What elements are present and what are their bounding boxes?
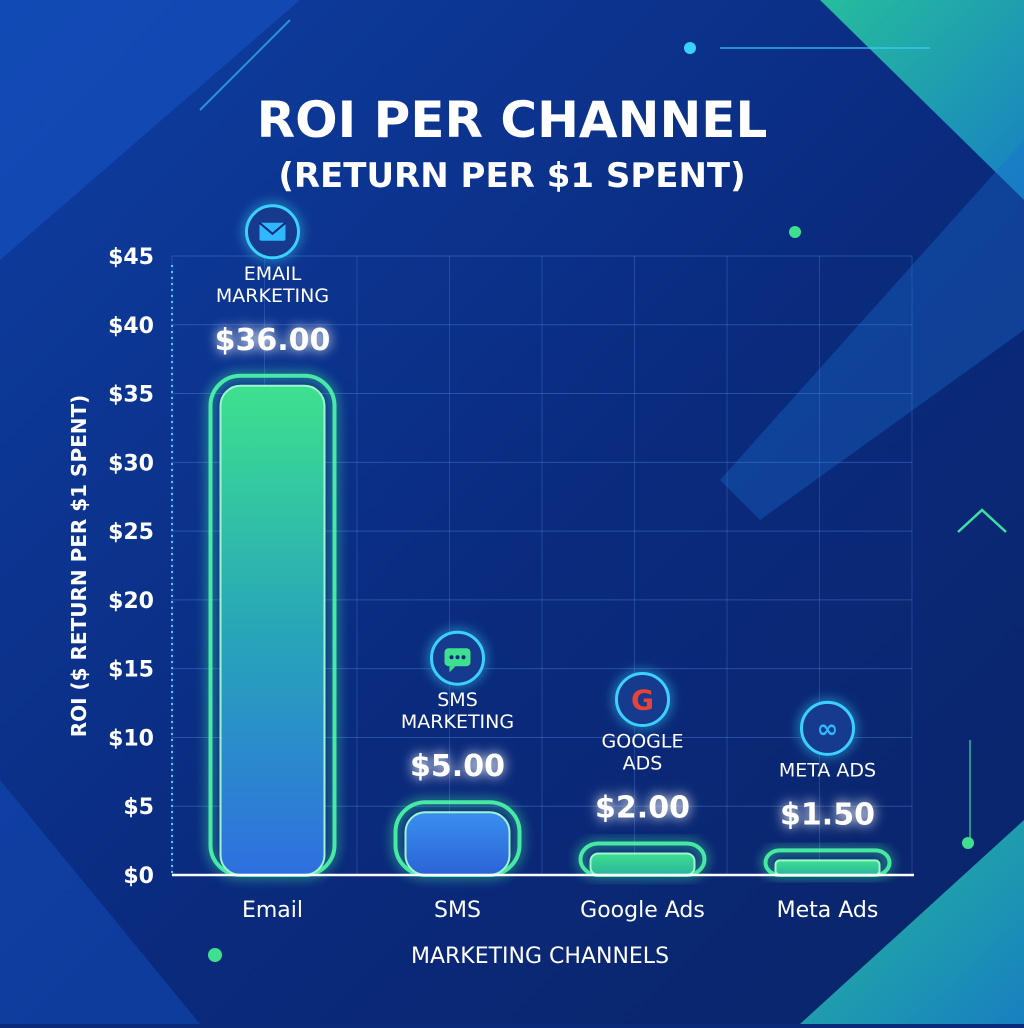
x-axis-ticks: Email SMS Google Ads Meta Ads (242, 898, 878, 923)
bars (208, 373, 892, 878)
x-tick-label: Google Ads (580, 898, 705, 923)
y-tick-label: $20 (108, 589, 154, 614)
bar (404, 811, 511, 877)
x-tick-label: Email (242, 898, 303, 923)
decor-shape-right (720, 140, 1024, 520)
y-tick-label: $45 (108, 245, 154, 270)
decor-dot (789, 226, 801, 238)
decor-line (199, 19, 291, 111)
bar (589, 852, 696, 877)
y-tick-label: $35 (108, 383, 154, 408)
x-tick-label: SMS (434, 898, 481, 923)
y-tick-label: $5 (123, 795, 154, 820)
decor-dot (684, 42, 696, 54)
svg-text:G: G (631, 683, 654, 716)
bar-category-label: MARKETING (216, 285, 329, 307)
bar-value-label: $5.00 (410, 749, 505, 784)
chart-subtitle: (RETURN PER $1 SPENT) (278, 156, 745, 196)
y-tick-label: $25 (108, 520, 154, 545)
google-logo-icon: G (615, 671, 670, 727)
y-tick-label: $15 (108, 658, 154, 683)
x-axis-label: MARKETING CHANNELS (411, 944, 669, 969)
bar-category-label: ADS (623, 752, 663, 774)
bar (219, 384, 326, 876)
bar-annotations: $36.00EMAILMARKETING$5.00SMSMARKETING$2.… (215, 204, 876, 832)
bar-category-label: EMAIL (244, 263, 302, 285)
bar-value-label: $2.00 (595, 790, 690, 825)
decor-dot (962, 837, 974, 849)
bar (774, 859, 881, 876)
decor-shape-top-left (0, 0, 300, 260)
bar-category-label: META ADS (779, 759, 876, 781)
y-tick-label: $40 (108, 314, 154, 339)
y-tick-label: $30 (108, 451, 154, 476)
x-tick-label: Meta Ads (777, 898, 879, 923)
decor-shape-bottom-left (0, 780, 200, 1024)
meta-logo-icon: ∞ (800, 700, 855, 756)
y-tick-label: $0 (123, 864, 154, 889)
chart-title: ROI PER CHANNEL (257, 91, 768, 149)
bar-category-label: GOOGLE (602, 730, 684, 752)
decor-dot (208, 948, 222, 962)
bar-value-label: $36.00 (215, 323, 331, 358)
y-tick-label: $10 (108, 726, 154, 751)
envelope-icon (245, 204, 300, 260)
chevron-up-icon (957, 508, 1007, 533)
bar-category-label: MARKETING (401, 711, 514, 733)
y-axis-ticks: $0 $5 $10 $15 $20 $25 $30 $35 $40 $45 (108, 245, 154, 889)
chat-bubble-icon (430, 630, 485, 686)
y-axis-label: ROI ($ RETURN PER $1 SPENT) (67, 395, 91, 738)
decor-shape-bottom-right (800, 820, 1024, 1024)
bar-category-label: SMS (437, 689, 478, 711)
decor-shape-top-right (820, 0, 1024, 200)
svg-text:∞: ∞ (817, 714, 839, 744)
bar-value-label: $1.50 (780, 797, 875, 832)
